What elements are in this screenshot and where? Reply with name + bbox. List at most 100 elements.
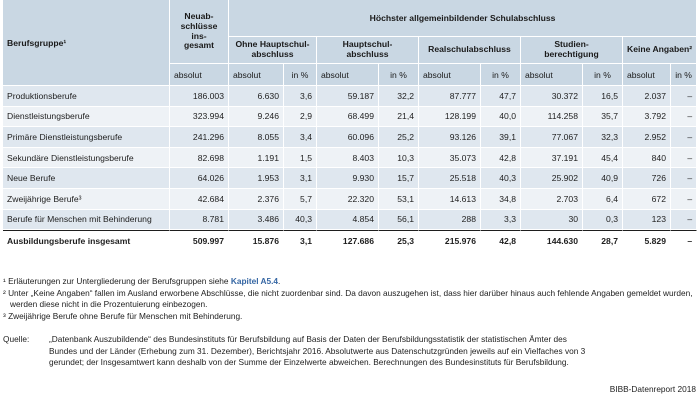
row-total: 42.684	[170, 188, 229, 210]
cell-absolut: 22.320	[317, 188, 379, 210]
table-row: Dienstleistungsberufe 323.994 9.246 2,9 68.4…	[3, 106, 698, 128]
cell-absolut: 1.191	[229, 147, 284, 169]
cell-absolut: 30.372	[521, 86, 583, 107]
cell-absolut: 25.902	[521, 168, 583, 189]
header-cat-line: berechtigung	[544, 49, 599, 59]
cell-absolut: 87.777	[419, 86, 481, 107]
cell-absolut: 672	[623, 188, 671, 210]
cell-percent: 28,7	[583, 230, 623, 252]
cell-percent: 40,9	[583, 168, 623, 189]
row-total: 323.994	[170, 106, 229, 128]
cell-percent: 34,8	[481, 188, 521, 210]
cell-absolut: 726	[623, 168, 671, 189]
table-row: Berufe für Menschen mit Behinderung 8.781…	[3, 209, 698, 231]
cell-percent: –	[671, 230, 698, 252]
row-label: Primäre Dienstleistungsberufe	[3, 127, 170, 148]
cell-absolut: 8.403	[317, 147, 379, 169]
row-label: Sekundäre Dienstleistungsberufe	[3, 147, 170, 169]
cell-percent: 53,1	[379, 188, 419, 210]
cell-percent: –	[671, 168, 698, 189]
cell-absolut: 6.630	[229, 86, 284, 107]
cell-absolut: 144.630	[521, 230, 583, 252]
table-row: Zweijährige Berufe³ 42.684 2.376 5,7 22.320 5…	[3, 188, 698, 210]
footnote-1: ¹ Erläuterungen zur Untergliederung der …	[3, 276, 697, 288]
cell-percent: 21,4	[379, 106, 419, 128]
source-note: Quelle: „Datenbank Auszubildende“ des Bu…	[3, 334, 697, 369]
cell-percent: –	[671, 86, 698, 107]
cell-absolut: 9.930	[317, 168, 379, 189]
footnote-1-end: .	[278, 276, 281, 286]
cell-percent: 45,4	[583, 147, 623, 169]
cell-absolut: 59.187	[317, 86, 379, 107]
cell-percent: 3,3	[481, 209, 521, 231]
cell-percent: 2,9	[284, 106, 317, 128]
cell-percent: 47,7	[481, 86, 521, 107]
row-total: 186.003	[170, 86, 229, 107]
table-row: Sekundäre Dienstleistungsberufe 82.698 1.1…	[3, 147, 698, 169]
cell-percent: 42,8	[481, 147, 521, 169]
row-label: Neue Berufe	[3, 168, 170, 189]
header-cat-line: Studien-	[554, 39, 589, 50]
row-total: 241.296	[170, 127, 229, 148]
header-berufsgruppe: Berufsgruppe¹	[3, 0, 170, 86]
cell-absolut: 25.518	[419, 168, 481, 189]
header-cat-studien: Studien- berechtigung	[521, 37, 623, 64]
table-row: Neue Berufe 64.026 1.953 3,1 9.930 15,7 25.518…	[3, 168, 698, 189]
row-label: Ausbildungsberufe insgesamt	[3, 230, 170, 252]
cell-absolut: 60.096	[317, 127, 379, 148]
cell-percent: 1,5	[284, 147, 317, 169]
cell-absolut: 30	[521, 209, 583, 231]
header-cat-line: Realschulabschluss	[428, 44, 511, 55]
cell-percent: –	[671, 188, 698, 210]
cell-absolut: 127.686	[317, 230, 379, 252]
cell-absolut: 5.829	[623, 230, 671, 252]
cell-absolut: 3.792	[623, 106, 671, 128]
header-sub-pct: in %	[671, 64, 698, 86]
footnote-1-text: ¹ Erläuterungen zur Untergliederung der …	[3, 276, 231, 286]
header-group-title: Höchster allgemeinbildender Schulabschlu…	[229, 0, 698, 37]
footnote-2: ² Unter „Keine Angaben“ fallen im Auslan…	[3, 287, 693, 310]
header-sub-pct: in %	[284, 64, 317, 86]
cell-percent: 56,1	[379, 209, 419, 231]
cell-absolut: 114.258	[521, 106, 583, 128]
cell-percent: 40,0	[481, 106, 521, 128]
source-label: Quelle:	[3, 334, 30, 344]
source-text: „Datenbank Auszubildende“ des Bundesinst…	[49, 334, 586, 368]
table-row: Primäre Dienstleistungsberufe 241.296 8.05…	[3, 127, 698, 148]
cell-percent: 3,4	[284, 127, 317, 148]
cell-absolut: 15.876	[229, 230, 284, 252]
header-neu-line: ins-	[191, 30, 207, 41]
cell-absolut: 1.953	[229, 168, 284, 189]
row-total: 82.698	[170, 147, 229, 169]
cell-percent: 40,3	[481, 168, 521, 189]
cell-percent: 35,7	[583, 106, 623, 128]
header-sub-absolut: absolut	[419, 64, 481, 86]
cell-percent: 10,3	[379, 147, 419, 169]
footnotes: ¹ Erläuterungen zur Untergliederung der …	[3, 276, 697, 322]
header-cat-real: Realschulabschluss	[419, 37, 521, 64]
cell-absolut: 123	[623, 209, 671, 231]
header-sub-pct: in %	[583, 64, 623, 86]
cell-percent: 3,1	[284, 168, 317, 189]
cell-absolut: 2.703	[521, 188, 583, 210]
cell-absolut: 840	[623, 147, 671, 169]
chapter-link[interactable]: Kapitel A5.4	[230, 276, 279, 286]
cell-absolut: 35.073	[419, 147, 481, 169]
table-row: Produktionsberufe 186.003 6.630 3,6 59.187 32…	[3, 86, 698, 107]
header-cat-line: Keine Angaben²	[627, 44, 693, 55]
cell-percent: 3,1	[284, 230, 317, 252]
cell-absolut: 37.191	[521, 147, 583, 169]
row-label: Produktionsberufe	[3, 86, 170, 107]
header-sub-absolut: absolut	[521, 64, 583, 86]
cell-percent: 25,3	[379, 230, 419, 252]
cell-percent: 3,6	[284, 86, 317, 107]
row-total: 509.997	[170, 230, 229, 252]
cell-percent: –	[671, 147, 698, 169]
cell-percent: 15,7	[379, 168, 419, 189]
cell-absolut: 2.376	[229, 188, 284, 210]
cell-percent: 40,3	[284, 209, 317, 231]
cell-absolut: 93.126	[419, 127, 481, 148]
cell-absolut: 9.246	[229, 106, 284, 128]
cell-percent: 25,2	[379, 127, 419, 148]
cell-absolut: 215.976	[419, 230, 481, 252]
